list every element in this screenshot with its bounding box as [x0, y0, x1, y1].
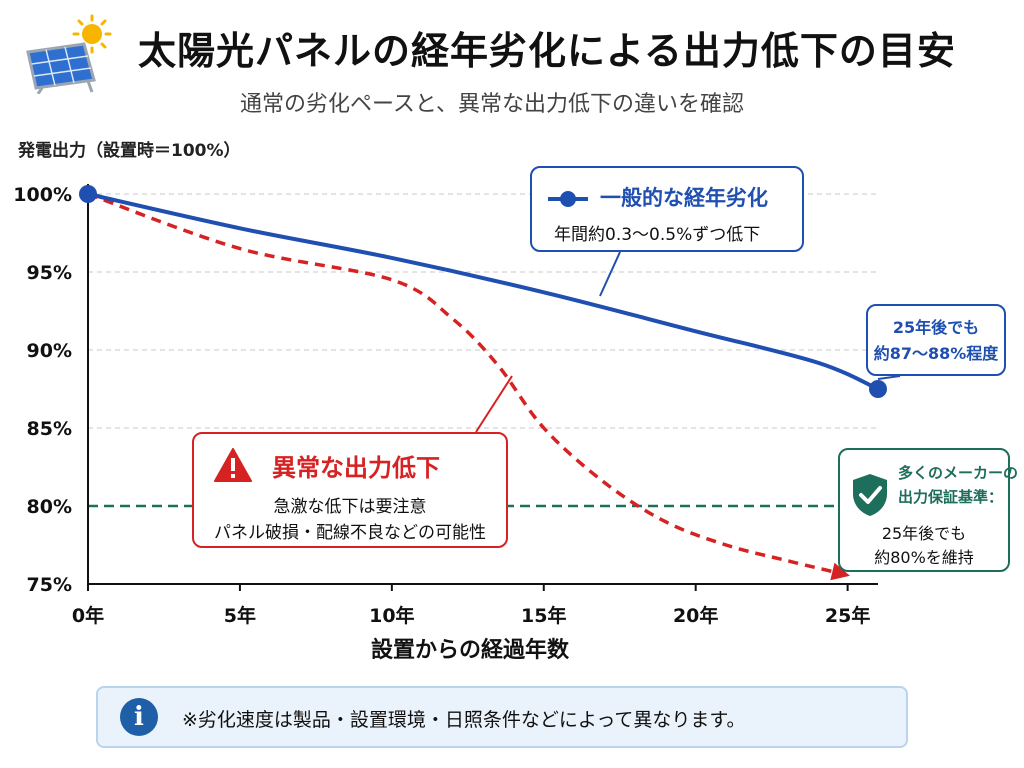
warning-icon: [214, 448, 252, 482]
abnormal-decline-line2: パネル破損・配線不良などの可能性: [214, 523, 486, 543]
guarantee-line1: 多くのメーカーの: [898, 464, 1019, 482]
y-tick-label: 95%: [27, 262, 72, 284]
x-tick-label: 15年: [521, 604, 566, 627]
guarantee-line4: 約80%を維持: [874, 548, 974, 567]
normal-degradation-line: [87, 192, 879, 391]
legend-leader-line: [599, 251, 621, 297]
y-tick-label: 100%: [13, 184, 72, 206]
end-point: [869, 380, 887, 398]
end-value-callout: 25年後でも 約87〜88%程度: [866, 304, 1006, 376]
footnote-text: ※劣化速度は製品・設置環境・日照条件などによって異なります。: [182, 709, 746, 731]
legend-normal-box: 一般的な経年劣化 年間約0.3〜0.5%ずつ低下: [530, 166, 804, 252]
sun-icon: [72, 14, 112, 54]
abnormal-arrowhead: [830, 562, 850, 581]
end-callout-line1: 25年後でも: [892, 318, 980, 337]
guarantee-line2: 出力保証基準：: [898, 488, 1004, 506]
y-tick-label: 75%: [27, 574, 72, 596]
legend-normal-desc: 年間約0.3〜0.5%ずつ低下: [554, 225, 761, 245]
start-point: [79, 185, 97, 203]
x-tick-label: 20年: [673, 604, 718, 627]
x-tick-label: 25年: [825, 604, 870, 627]
footnote-box: i ※劣化速度は製品・設置環境・日照条件などによって異なります。: [96, 686, 908, 748]
x-tick-label: 0年: [72, 604, 104, 627]
legend-normal-label: 一般的な経年劣化: [600, 186, 768, 210]
abnormal-leader-line: [475, 375, 513, 433]
abnormal-decline-title: 異常な出力低下: [272, 454, 440, 482]
shield-check-icon: [853, 474, 887, 516]
abnormal-decline-box: 異常な出力低下 急激な低下は要注意 パネル破損・配線不良などの可能性: [192, 432, 508, 548]
end-callout-leader-line: [877, 375, 901, 380]
legend-line-marker-icon: [548, 191, 588, 207]
guarantee-box: 多くのメーカーの 出力保証基準： 25年後でも 約80%を維持: [838, 448, 1018, 572]
guarantee-line3: 25年後でも: [881, 524, 967, 543]
abnormal-decline-line1: 急激な低下は要注意: [273, 497, 427, 517]
info-icon: i: [120, 698, 158, 736]
end-callout-line2: 約87〜88%程度: [873, 344, 999, 363]
solar-panel-icon: [26, 14, 112, 94]
page-title: 太陽光パネルの経年劣化による出力低下の目安: [138, 29, 956, 73]
y-tick-label: 85%: [27, 418, 72, 440]
y-axis-label: 発電出力（設置時＝100%）: [18, 141, 241, 161]
y-tick-label: 80%: [27, 496, 72, 518]
page-subtitle: 通常の劣化ペースと、異常な出力低下の違いを確認: [240, 92, 745, 117]
x-tick-label: 5年: [224, 604, 256, 627]
y-tick-label: 90%: [27, 340, 72, 362]
x-tick-label: 10年: [369, 604, 414, 627]
legend-normal: 一般的な経年劣化: [548, 182, 768, 212]
abnormal-decline-line: [87, 192, 833, 574]
x-axis-label: 設置からの経過年数: [371, 637, 570, 663]
